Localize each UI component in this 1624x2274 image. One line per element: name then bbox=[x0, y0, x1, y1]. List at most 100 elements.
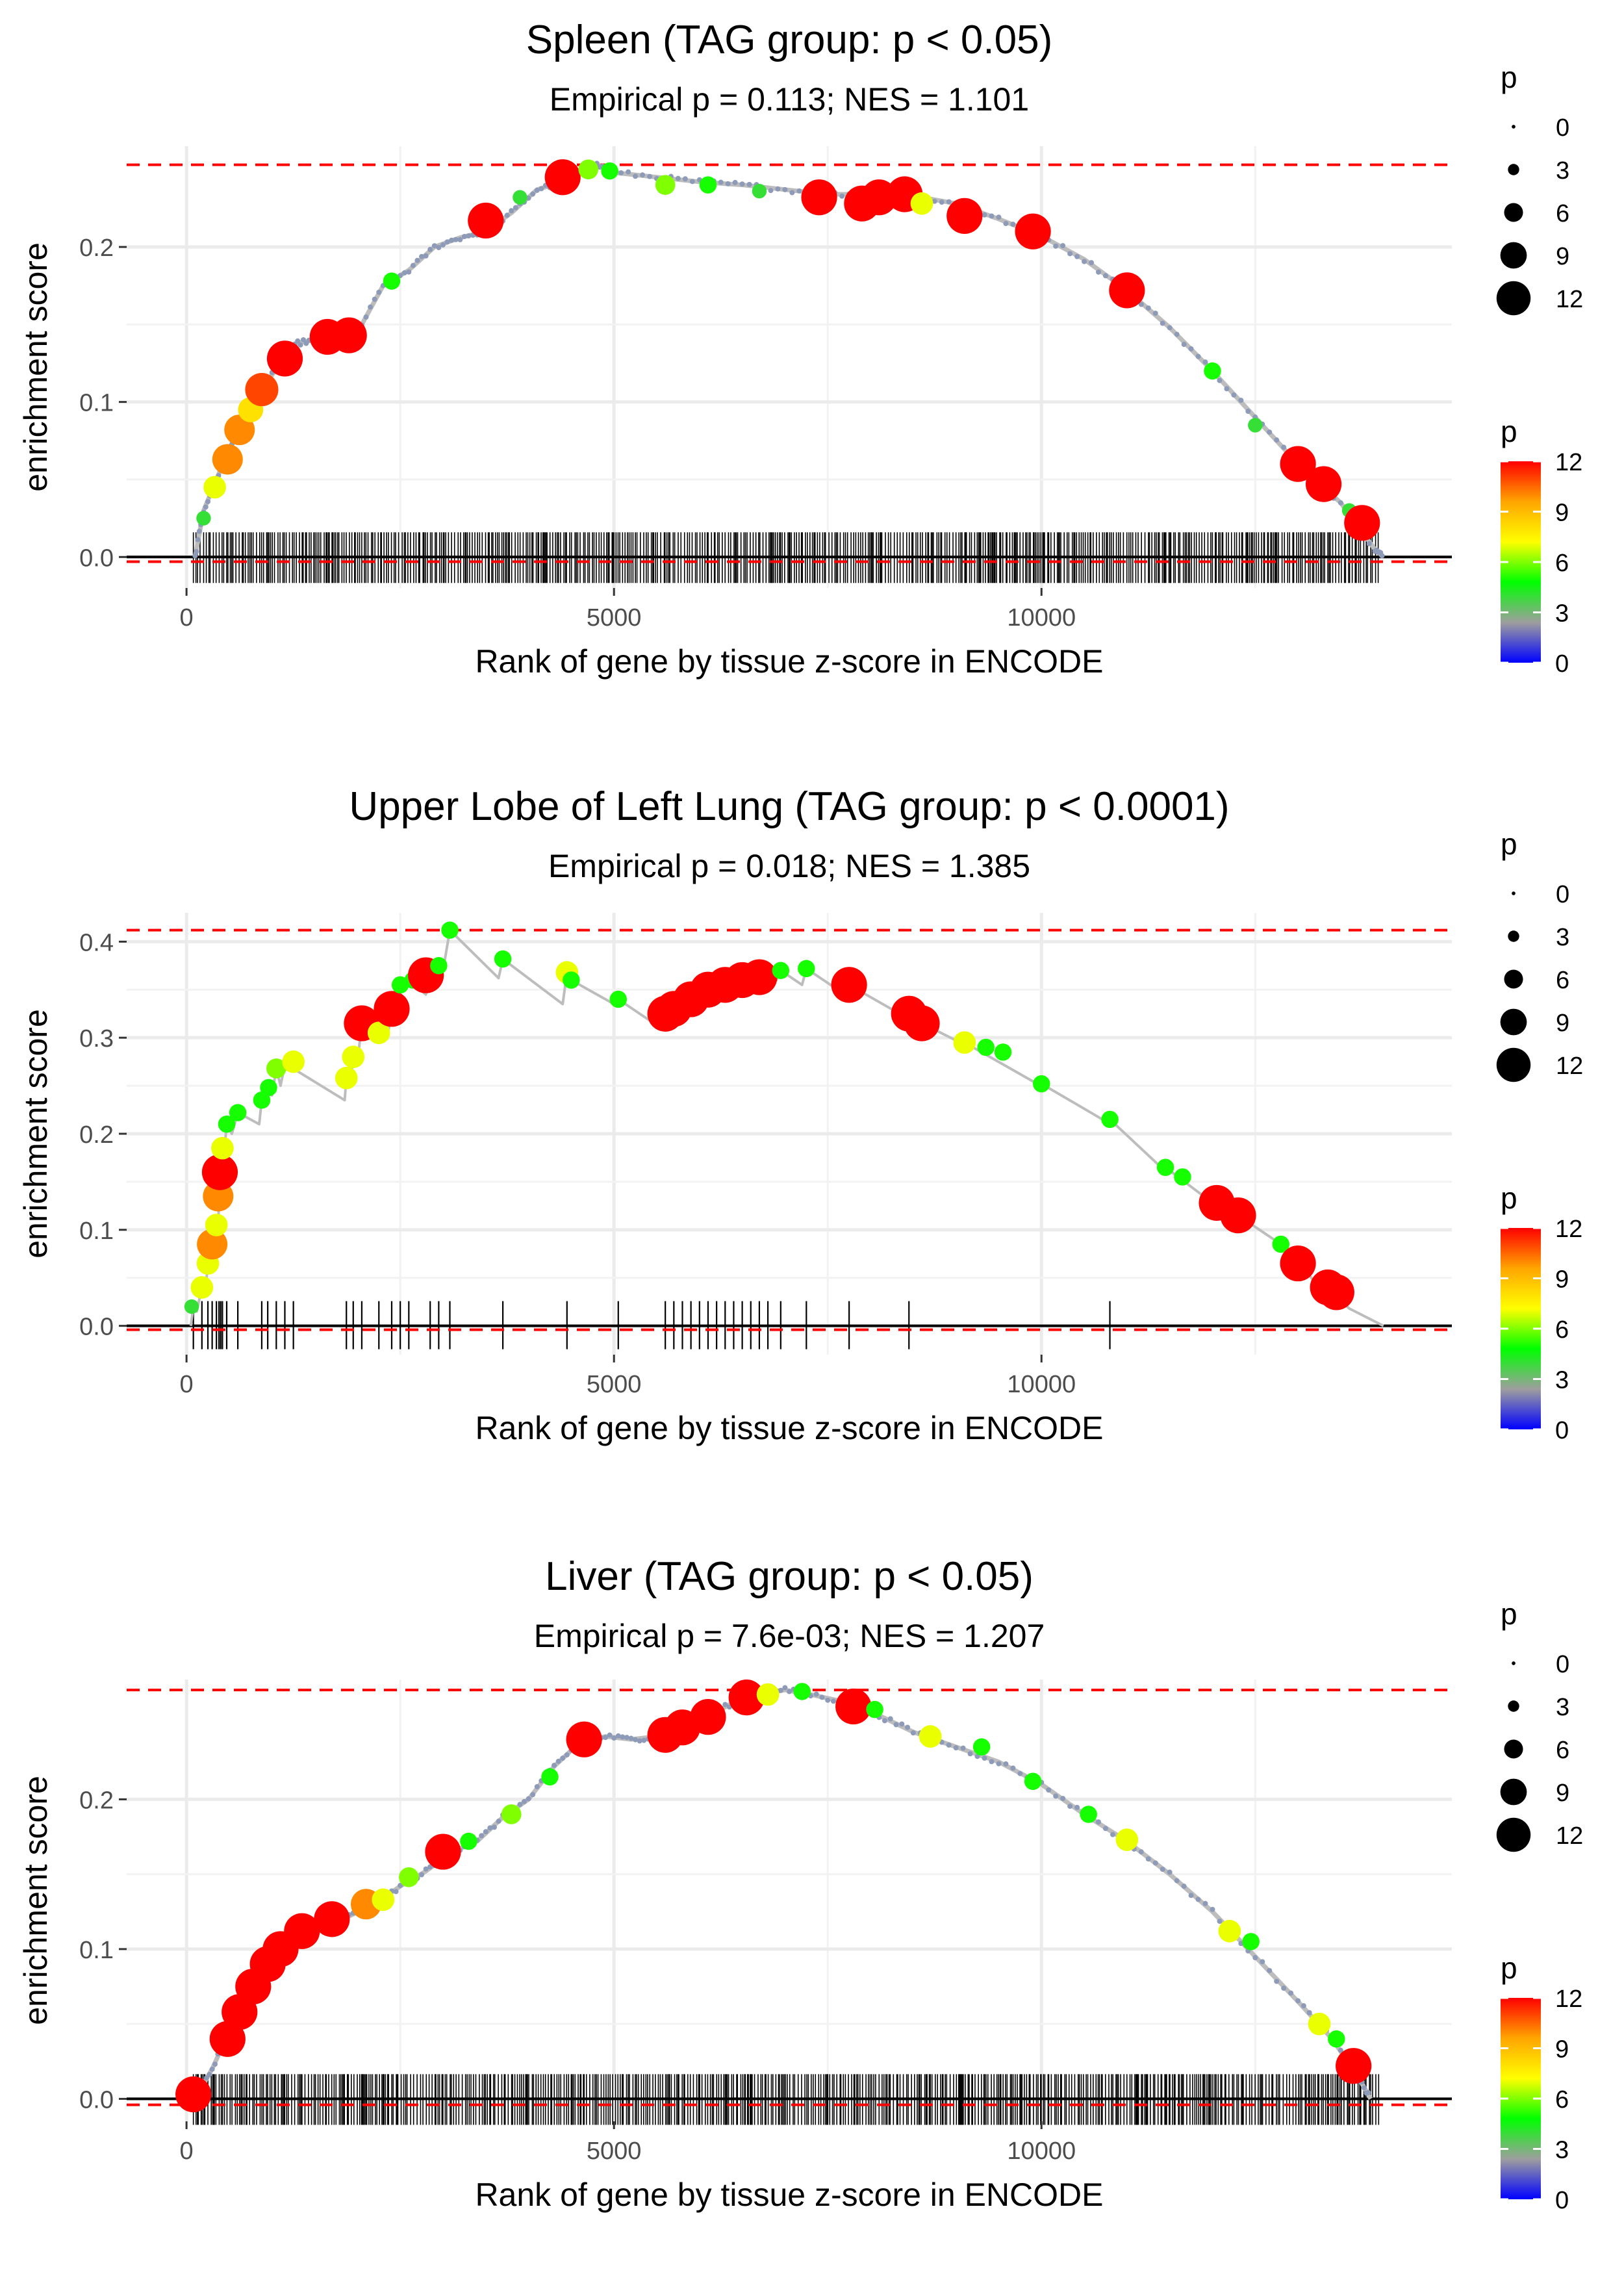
curve-point bbox=[1074, 253, 1080, 259]
curve-point bbox=[1366, 541, 1372, 546]
curve-point bbox=[782, 186, 788, 192]
data-point bbox=[563, 971, 580, 989]
curve-point bbox=[611, 1735, 617, 1741]
curve-point bbox=[1231, 392, 1237, 398]
data-point bbox=[1080, 1806, 1097, 1823]
data-point bbox=[690, 1699, 726, 1735]
data-point bbox=[1156, 1158, 1174, 1176]
curve-point bbox=[1195, 1897, 1201, 1902]
curve-point bbox=[560, 1756, 566, 1761]
curve-point bbox=[1210, 1906, 1215, 1912]
curve-point bbox=[1060, 243, 1066, 249]
curve-point bbox=[479, 1833, 485, 1839]
size-legend-label: 12 bbox=[1556, 286, 1583, 313]
x-tick-label: 5000 bbox=[587, 1371, 642, 1398]
curve-point bbox=[1338, 500, 1343, 505]
curve-point bbox=[1010, 1765, 1016, 1771]
data-point bbox=[1344, 505, 1380, 541]
curve-point bbox=[893, 1722, 899, 1728]
data-point bbox=[284, 1913, 320, 1949]
curve-point bbox=[449, 237, 455, 243]
curve-point bbox=[989, 1759, 995, 1765]
curve-point bbox=[831, 1698, 836, 1704]
curve-point bbox=[1160, 320, 1165, 326]
data-point bbox=[835, 1688, 872, 1725]
curve-point bbox=[534, 187, 540, 193]
curve-point bbox=[626, 169, 631, 175]
data-point bbox=[266, 1058, 286, 1079]
curve-point bbox=[410, 262, 416, 268]
color-legend-title: p bbox=[1501, 1181, 1517, 1215]
curve-point bbox=[932, 198, 937, 204]
data-point bbox=[342, 1045, 365, 1069]
size-legend-dot bbox=[1504, 203, 1523, 222]
x-tick-label: 10000 bbox=[1007, 604, 1076, 632]
color-legend-title: p bbox=[1501, 1951, 1517, 1985]
curve-point bbox=[436, 245, 442, 251]
curve-point bbox=[298, 342, 303, 348]
curve-point bbox=[813, 1691, 819, 1697]
data-points bbox=[175, 1680, 1372, 2113]
size-legend-dot bbox=[1512, 125, 1516, 129]
curve-point bbox=[368, 304, 374, 310]
curve-point bbox=[1365, 2089, 1371, 2095]
curve-point bbox=[212, 2062, 218, 2067]
data-points bbox=[184, 921, 1354, 1314]
data-points bbox=[196, 159, 1380, 541]
x-axis-label: Rank of gene by tissue z-score in ENCODE bbox=[475, 643, 1103, 680]
curve-point bbox=[946, 1742, 952, 1748]
data-point bbox=[609, 990, 628, 1008]
grid bbox=[127, 913, 1452, 1355]
curve-point bbox=[534, 1783, 540, 1789]
data-point bbox=[801, 179, 837, 216]
data-point bbox=[468, 202, 504, 239]
curve-point bbox=[203, 504, 209, 510]
size-legend-dot bbox=[1496, 1817, 1531, 1852]
size-legend-dot bbox=[1500, 1008, 1527, 1036]
data-point bbox=[1318, 1274, 1354, 1310]
curve-point bbox=[825, 1697, 831, 1703]
color-legend-label: 0 bbox=[1555, 1417, 1569, 1444]
data-point bbox=[904, 1005, 940, 1041]
curve-point bbox=[461, 233, 467, 239]
curve-point bbox=[1167, 325, 1173, 331]
curve-point bbox=[718, 179, 724, 185]
size-legend-title: p bbox=[1501, 60, 1517, 94]
chart-panel-2: Upper Lobe of Left Lung (TAG group: p < … bbox=[18, 784, 1583, 1446]
size-legend-dot bbox=[1512, 891, 1516, 895]
curve-point bbox=[522, 1798, 527, 1804]
data-point bbox=[335, 1066, 358, 1090]
curve-point bbox=[1274, 437, 1280, 443]
y-tick-label: 0.1 bbox=[79, 1218, 114, 1245]
data-point bbox=[441, 921, 459, 939]
curve-point bbox=[628, 1735, 634, 1741]
curve-point bbox=[1067, 1804, 1073, 1809]
size-legend-label: 9 bbox=[1556, 1010, 1569, 1037]
data-point bbox=[266, 340, 303, 377]
size-legend-label: 9 bbox=[1556, 1780, 1569, 1807]
curve-point bbox=[530, 1792, 536, 1798]
curve-point bbox=[787, 1689, 792, 1694]
data-point bbox=[460, 1832, 477, 1850]
data-point bbox=[1308, 2012, 1331, 2036]
size-legend-label: 3 bbox=[1556, 1694, 1569, 1721]
curve-point bbox=[768, 188, 774, 194]
data-point bbox=[197, 1229, 228, 1260]
curve-point bbox=[1145, 1856, 1151, 1862]
data-point bbox=[1204, 362, 1221, 380]
data-point bbox=[513, 190, 527, 205]
x-tick-label: 10000 bbox=[1007, 2138, 1076, 2165]
size-legend-label: 3 bbox=[1556, 924, 1569, 951]
curve-point bbox=[1053, 243, 1059, 249]
curve-point bbox=[419, 253, 425, 259]
curve-point bbox=[953, 1745, 959, 1751]
data-point bbox=[1218, 1919, 1241, 1943]
y-tick-label: 0.1 bbox=[79, 390, 114, 417]
data-point bbox=[245, 373, 279, 407]
data-point bbox=[756, 1683, 780, 1706]
curve-point bbox=[647, 173, 653, 179]
curve-point bbox=[1202, 1900, 1208, 1906]
x-axis-label: Rank of gene by tissue z-score in ENCODE bbox=[475, 2177, 1103, 2213]
curve-point bbox=[1003, 1761, 1009, 1767]
data-point bbox=[494, 950, 512, 968]
